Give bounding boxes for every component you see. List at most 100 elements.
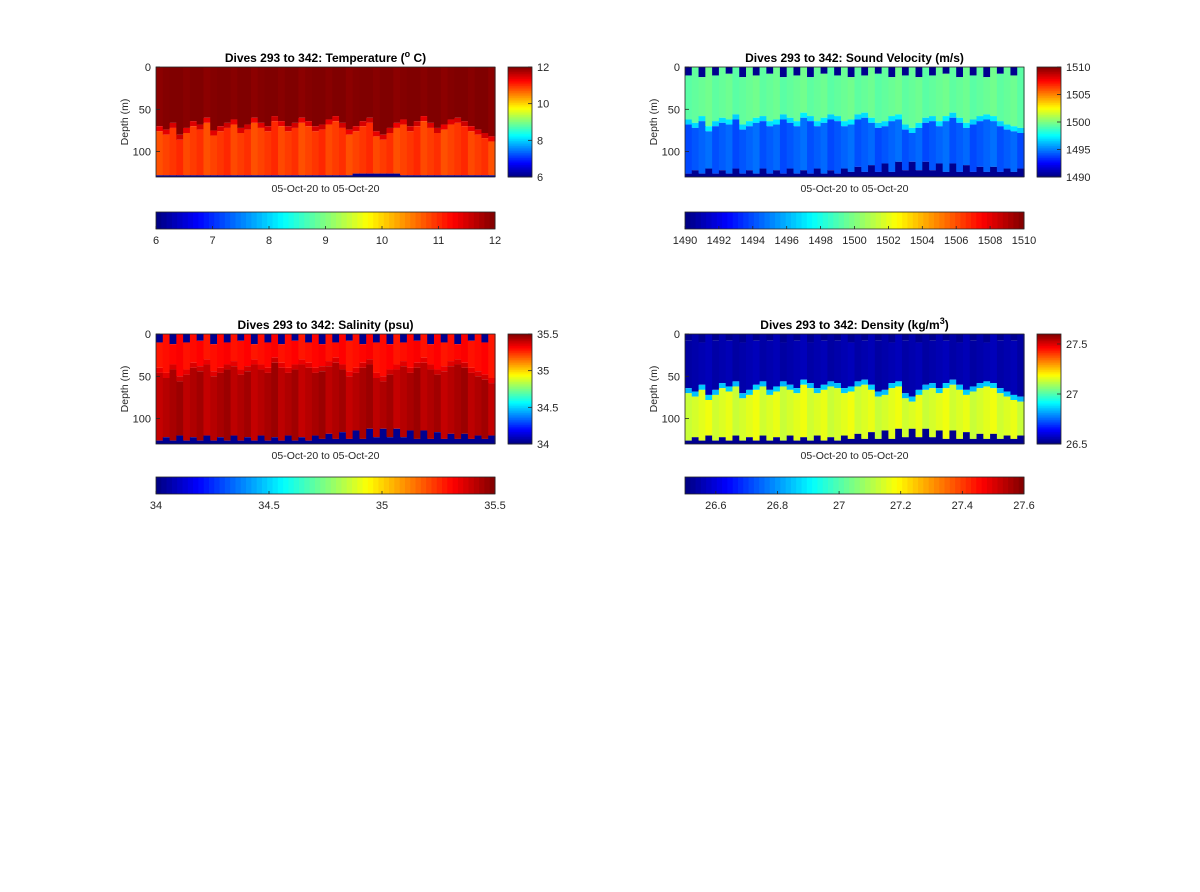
- heatmap-cell: [345, 67, 354, 130]
- heatmap-cell: [169, 67, 177, 123]
- colorbar-swatch: [389, 212, 395, 229]
- heatmap-cell: [474, 371, 483, 377]
- colorbar-swatch: [711, 477, 718, 494]
- colorbar-swatch: [1037, 392, 1061, 395]
- heatmap-cell: [881, 67, 889, 122]
- heatmap-cell: [271, 175, 279, 177]
- colorbar-swatch: [1037, 72, 1061, 75]
- heatmap-cell: [786, 334, 795, 385]
- colorbar-swatch: [986, 212, 993, 229]
- heatmap-cell: [176, 139, 184, 176]
- colorbar-swatch: [854, 212, 861, 229]
- colorbar-swatch: [870, 477, 877, 494]
- heatmap-cell: [454, 359, 462, 365]
- heatmap-cell: [685, 173, 693, 177]
- heatmap-cell: [820, 122, 828, 174]
- heatmap-cell: [332, 438, 340, 444]
- colorbar-swatch: [288, 212, 295, 229]
- heatmap-cell: [189, 121, 198, 127]
- heatmap-cell: [203, 122, 211, 176]
- y-tick-label: 50: [668, 104, 680, 116]
- colorbar-swatch: [812, 477, 818, 494]
- colorbar-swatch: [1037, 382, 1061, 385]
- heatmap-cell: [725, 173, 734, 177]
- colorbar-swatch: [939, 212, 946, 229]
- heatmap-cell: [352, 334, 360, 368]
- heatmap-cell: [162, 378, 171, 438]
- heatmap-cell: [752, 75, 761, 118]
- colorbar-swatch: [1037, 89, 1061, 92]
- heatmap-cell: [413, 438, 422, 444]
- heatmap-cell: [447, 366, 455, 434]
- y-tick-label: 0: [145, 62, 151, 74]
- colorbar-swatch: [508, 378, 532, 381]
- colorbar-swatch: [1037, 370, 1061, 373]
- heatmap-cell: [433, 133, 442, 176]
- colorbar-swatch: [737, 212, 744, 229]
- heatmap-cell: [779, 173, 788, 177]
- heatmap-cell: [359, 438, 367, 444]
- colorbar-swatch: [508, 163, 532, 166]
- heatmap-cell: [278, 126, 286, 176]
- colorbar-swatch: [508, 87, 532, 90]
- colorbar-swatch: [1037, 166, 1061, 169]
- heatmap-cell: [732, 334, 740, 382]
- heatmap-cell: [420, 362, 428, 431]
- colorbar-frame: [684, 476, 1025, 495]
- heatmap-cell: [888, 438, 896, 444]
- colorbar-swatch: [508, 159, 532, 163]
- heatmap-cell: [325, 361, 333, 367]
- heatmap-cell: [908, 133, 917, 162]
- heatmap-cell: [427, 127, 435, 176]
- colorbar-swatch: [1037, 97, 1061, 101]
- colorbar-swatch: [508, 359, 532, 362]
- colorbar-swatch: [508, 373, 532, 376]
- heatmap-cell: [345, 175, 354, 177]
- heatmap-cell: [888, 334, 896, 343]
- colorbar-swatch: [1037, 418, 1061, 421]
- colorbar-tick-label: 1505: [1066, 90, 1090, 102]
- heatmap-cell: [325, 433, 333, 444]
- heatmap-cell: [237, 127, 245, 133]
- colorbar-swatch: [875, 212, 882, 229]
- heatmap-cell: [237, 374, 245, 441]
- heatmap-cell: [291, 369, 299, 441]
- colorbar-swatch: [508, 77, 532, 80]
- heatmap-cell: [834, 121, 842, 174]
- colorbar-tick-label: 1502: [876, 235, 900, 247]
- heatmap-cell: [685, 393, 693, 441]
- colorbar-swatch: [923, 212, 930, 229]
- colorbar-swatch: [508, 73, 532, 77]
- heatmap-cell: [976, 383, 984, 389]
- heatmap-cell: [196, 124, 205, 130]
- colorbar-swatch: [912, 477, 919, 494]
- heatmap-cell: [366, 364, 374, 429]
- heatmap-cell: [467, 367, 476, 373]
- heatmap-cell: [766, 394, 774, 441]
- heatmap-cell: [345, 340, 354, 372]
- colorbar-swatch: [508, 104, 532, 108]
- heatmap-cell: [827, 437, 835, 444]
- colorbar-swatch: [965, 212, 972, 229]
- colorbar-swatch: [468, 477, 475, 494]
- heatmap-cell: [698, 121, 706, 174]
- heatmap-cell: [339, 432, 347, 444]
- colorbar-swatch: [1037, 423, 1061, 426]
- colorbar-swatch: [508, 92, 532, 95]
- heatmap-cell: [834, 388, 842, 441]
- heatmap-cell: [1017, 168, 1025, 177]
- colorbar-swatch: [1037, 359, 1061, 362]
- colorbar-tick-label: 1494: [741, 235, 765, 247]
- heatmap-cell: [223, 127, 232, 176]
- colorbar-swatch: [246, 477, 252, 494]
- heatmap-cell: [223, 334, 232, 343]
- heatmap-cell: [807, 116, 815, 122]
- x-axis-label: 05-Oct-20 to 05-Oct-20: [801, 183, 909, 195]
- heatmap-cell: [793, 121, 801, 127]
- colorbar-swatch: [1037, 103, 1061, 106]
- heatmap-cell: [915, 437, 923, 444]
- colorbar-swatch: [1037, 406, 1061, 409]
- colorbar-swatch: [1037, 430, 1061, 433]
- colorbar-swatch: [508, 394, 532, 397]
- colorbar-swatch: [272, 477, 279, 494]
